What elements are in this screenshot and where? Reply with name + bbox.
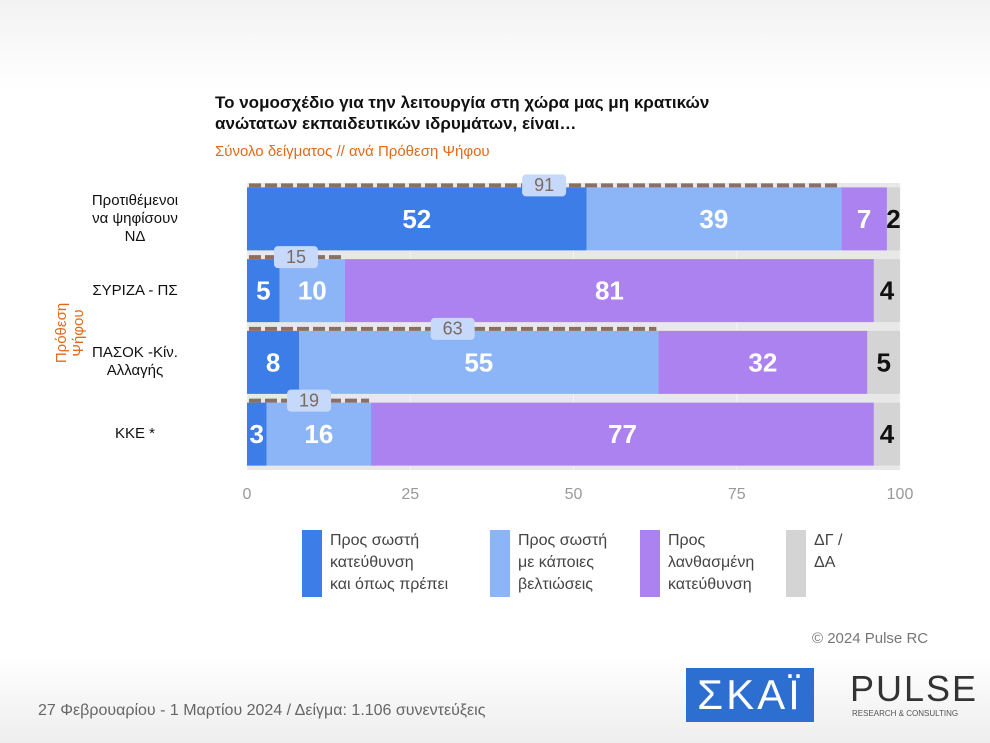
legend-label: ΔΓ / ΔΑ — [814, 532, 843, 571]
pulse-logo: PULSE — [850, 668, 979, 709]
x-tick-label: 50 — [565, 486, 583, 503]
category-label: ΠΑΣΟΚ -Κίν. Αλλαγής — [92, 344, 178, 380]
value-label: 5 — [876, 347, 890, 377]
bar-segment — [586, 187, 842, 251]
value-label: 77 — [608, 419, 637, 449]
value-label: 7 — [857, 204, 871, 234]
x-tick-label: 25 — [401, 486, 419, 503]
x-tick-label: 75 — [728, 486, 746, 503]
chart-title: Το νομοσχέδιο για την λειτουργία στη χώρ… — [215, 93, 710, 133]
legend-swatch — [640, 530, 660, 597]
skai-logo: ΣΚΑΪ — [686, 668, 814, 722]
value-label: 4 — [880, 276, 895, 306]
value-label: 16 — [304, 419, 333, 449]
bar-segment — [247, 187, 587, 251]
bar-segment — [279, 259, 345, 323]
value-label: 32 — [748, 347, 777, 377]
copyright: © 2024 Pulse RC — [812, 630, 929, 647]
legend-swatch — [490, 530, 510, 597]
total-label: 91 — [534, 175, 554, 195]
chart-subtitle: Σύνολο δείγματος // ανά Πρόθεση Ψήφου — [215, 143, 490, 160]
category-label: ΚΚΕ * — [114, 425, 156, 443]
category-label: ΣΥΡΙΖΑ - ΠΣ — [92, 281, 178, 299]
total-badge — [273, 246, 318, 269]
value-label: 81 — [595, 276, 624, 306]
bar-segment — [344, 259, 874, 323]
bar-segment — [886, 187, 900, 251]
total-label: 63 — [443, 319, 463, 339]
total-badge — [430, 317, 475, 340]
bar-segment — [247, 259, 280, 323]
legend-label: Προς λανθασμένη κατεύθυνση — [668, 532, 755, 593]
total-badge — [522, 174, 567, 197]
bar-segment — [247, 402, 267, 466]
legend-swatch — [786, 530, 806, 597]
plot: 0 25 50 75 100 52 39 7 2 91 5 10 81 4 15 8 55 32 5 63 3 16 77 4… — [243, 174, 914, 503]
value-label: 5 — [256, 276, 270, 306]
bar-segment — [867, 330, 900, 394]
category-label: Προτιθέμενοι να ψηφίσουν ΝΔ — [91, 191, 179, 245]
total-badge — [287, 389, 332, 412]
legend-label: Προς σωστή με κάποιες βελτιώσεις — [518, 532, 608, 593]
bar-segment — [873, 259, 900, 323]
value-label: 4 — [880, 419, 895, 449]
x-tick-label: 100 — [887, 486, 914, 503]
legend-label: Προς σωστή κατεύθυνση και όπως πρέπει — [330, 532, 449, 593]
value-label: 2 — [886, 204, 900, 234]
x-tick-label: 0 — [243, 486, 252, 503]
legend-swatch — [302, 530, 322, 597]
bar-segment — [371, 402, 874, 466]
total-label: 15 — [286, 247, 306, 267]
bar-segment — [247, 330, 300, 394]
value-label: 52 — [402, 204, 431, 234]
total-label: 19 — [299, 390, 319, 410]
bar-segment — [873, 402, 900, 466]
bar-segment — [299, 330, 659, 394]
bar-segment — [658, 330, 868, 394]
value-label: 8 — [266, 347, 280, 377]
footer: 27 Φεβρουαρίου - 1 Μαρτίου 2024 / Δείγμα… — [38, 702, 486, 719]
value-label: 10 — [298, 276, 327, 306]
pulse-logo-sub: RESEARCH & CONSULTING — [852, 709, 959, 718]
value-label: 55 — [464, 347, 493, 377]
value-label: 3 — [250, 419, 264, 449]
bar-segment — [266, 402, 372, 466]
value-label: 39 — [699, 204, 728, 234]
bar-segment — [841, 187, 887, 251]
